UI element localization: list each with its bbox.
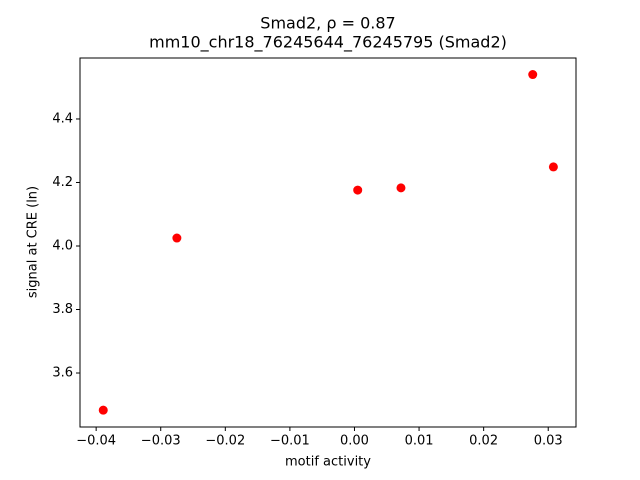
point: [98, 405, 108, 415]
point: [528, 70, 538, 80]
y-tick-label: 4.2: [52, 175, 73, 190]
plot-frame: [79, 57, 577, 428]
y-tick-label: 3.6: [52, 366, 73, 381]
x-tick-label: 0.00: [340, 434, 369, 449]
chart-title: Smad2, ρ = 0.87: [260, 14, 395, 33]
point: [548, 162, 558, 172]
x-tick-label: −0.03: [141, 434, 181, 449]
x-axis-label: motif activity: [285, 455, 371, 470]
y-axis-label: signal at CRE (ln): [26, 186, 41, 298]
x-tick-label: −0.04: [76, 434, 116, 449]
chart-subtitle: mm10_chr18_76245644_76245795 (Smad2): [149, 33, 507, 53]
x-tick-label: −0.02: [205, 434, 245, 449]
point: [396, 183, 406, 193]
y-tick-label: 4.4: [52, 111, 73, 126]
y-tick-label: 3.8: [52, 302, 73, 317]
y-tick-label: 4.0: [52, 238, 73, 253]
x-tick-label: 0.02: [469, 434, 498, 449]
x-tick-label: −0.01: [270, 434, 310, 449]
x-tick-label: 0.03: [534, 434, 563, 449]
point: [353, 185, 363, 195]
point: [172, 233, 182, 243]
x-tick-label: 0.01: [405, 434, 434, 449]
